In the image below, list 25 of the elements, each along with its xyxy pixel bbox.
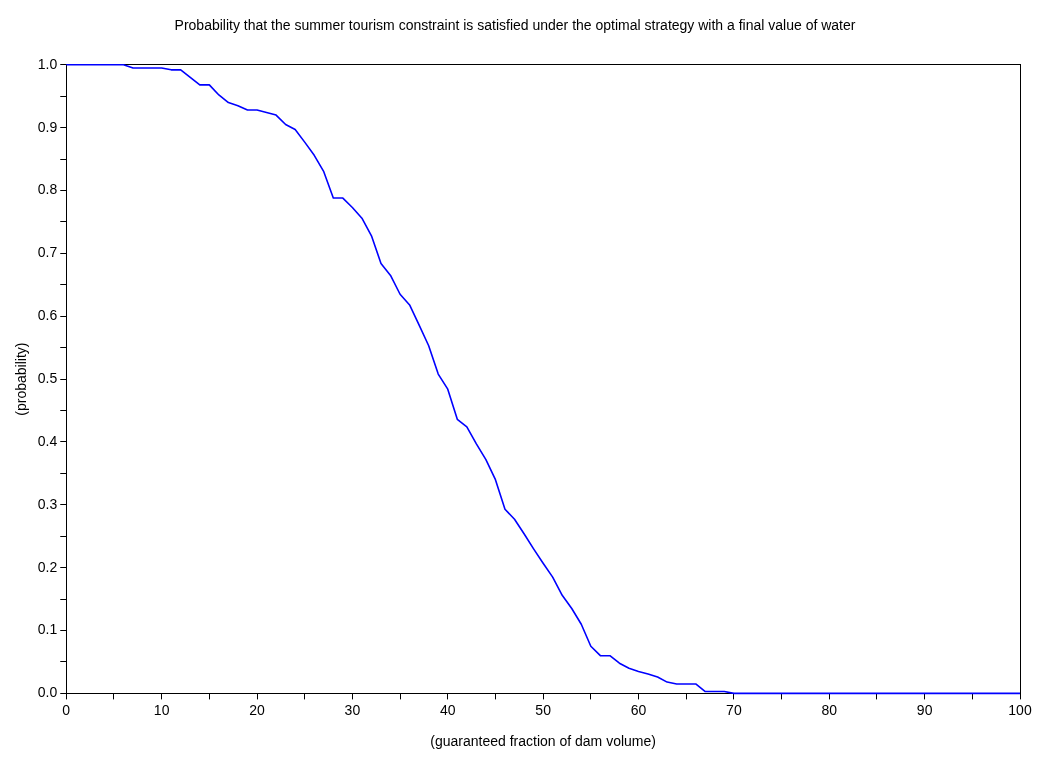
x-tick-label: 40 bbox=[439, 701, 456, 718]
y-tick-label: 0.5 bbox=[37, 369, 58, 386]
y-tick-label: 0.9 bbox=[37, 118, 58, 135]
y-tick-label: 1.0 bbox=[37, 55, 58, 72]
x-tick-label: 20 bbox=[249, 701, 266, 718]
chart-title: Probability that the summer tourism constraint is satisfied under the optimal strategy with a final value of water bbox=[174, 17, 856, 34]
x-tick-label: 50 bbox=[535, 701, 552, 718]
y-tick-label: 0.0 bbox=[37, 684, 58, 701]
x-tick-label: 80 bbox=[821, 701, 838, 718]
y-tick-label: 0.3 bbox=[37, 495, 58, 512]
y-tick-label: 0.1 bbox=[37, 621, 58, 638]
x-tick-label: 60 bbox=[630, 701, 647, 718]
y-tick-label: 0.6 bbox=[37, 307, 58, 324]
x-tick-label: 10 bbox=[153, 701, 170, 718]
x-tick-label: 0 bbox=[62, 701, 71, 718]
x-tick-label: 100 bbox=[1008, 701, 1032, 718]
y-tick-label: 0.7 bbox=[37, 244, 58, 261]
x-axis-title: (guaranteed fraction of dam volume) bbox=[430, 733, 656, 750]
y-tick-label: 0.4 bbox=[37, 432, 58, 449]
y-tick-label: 0.2 bbox=[37, 558, 58, 575]
x-tick-label: 30 bbox=[344, 701, 361, 718]
y-axis-title: (probability) bbox=[13, 342, 30, 416]
x-tick-label: 70 bbox=[726, 701, 742, 718]
x-tick-label: 90 bbox=[916, 701, 933, 718]
y-tick-label: 0.8 bbox=[37, 181, 58, 198]
